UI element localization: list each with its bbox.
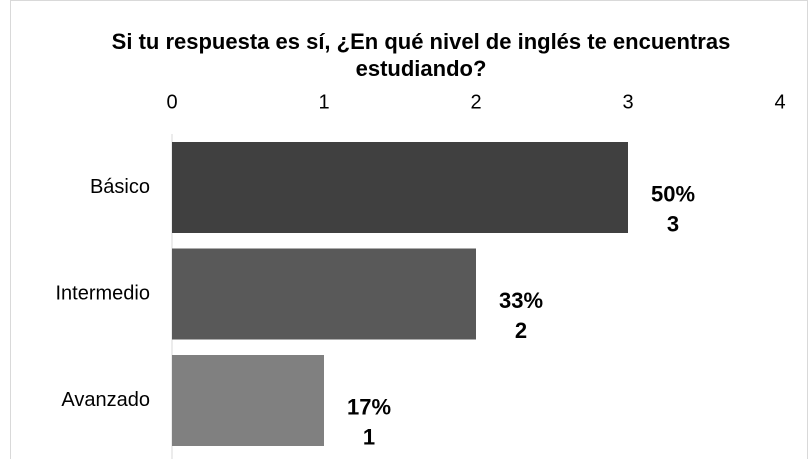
percent-label: 50%	[651, 181, 695, 206]
percent-label: 33%	[499, 288, 543, 313]
frame	[10, 0, 808, 459]
chart-title: Si tu respuesta es sí, ¿En qué nivel de …	[111, 29, 731, 81]
x-tick-label: 0	[166, 91, 177, 113]
value-label: 2	[515, 318, 527, 343]
y-tick-label: Intermedio	[56, 282, 151, 304]
value-label: 1	[363, 424, 375, 449]
percent-label: 17%	[347, 394, 391, 419]
x-tick-label: 3	[622, 91, 633, 113]
y-tick-label: Básico	[90, 176, 150, 198]
y-tick-label: Avanzado	[61, 389, 150, 411]
x-tick-label: 4	[774, 91, 785, 113]
bar	[172, 355, 324, 446]
bar	[172, 142, 628, 233]
bar	[172, 248, 476, 340]
x-tick-label: 1	[318, 91, 329, 113]
value-label: 3	[667, 211, 679, 236]
x-tick-label: 2	[470, 91, 481, 113]
